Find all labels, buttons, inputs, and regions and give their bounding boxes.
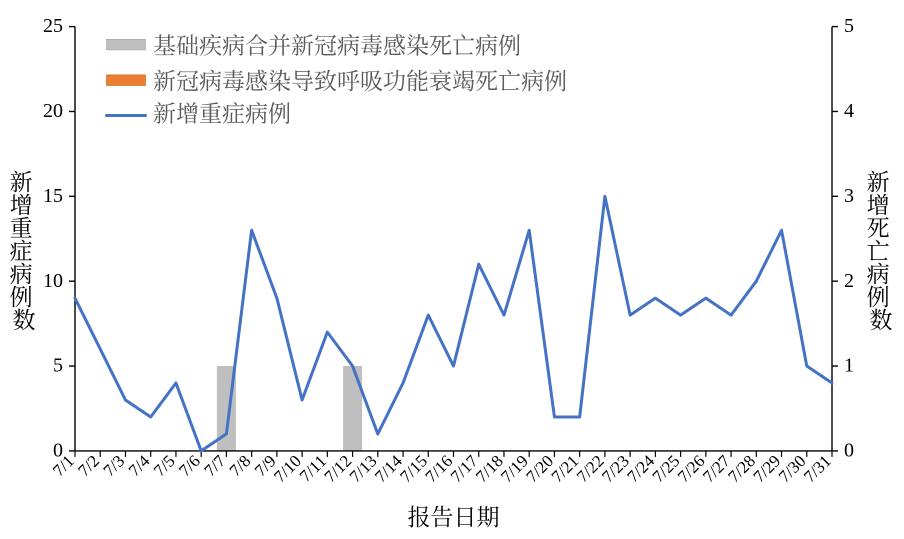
svg-text:新 增 重 症 病: 新 增 重 症 病 例 数 (10, 170, 39, 333)
svg-text:新 增 死 亡 病: 新 增 死 亡 病 例 数 (867, 170, 896, 333)
svg-text:0: 0 (844, 440, 854, 462)
svg-text:新冠病毒感染导致呼吸功能衰竭死亡病例: 新冠病毒感染导致呼吸功能衰竭死亡病例 (153, 69, 567, 94)
svg-text:4: 4 (844, 100, 854, 122)
svg-text:10: 10 (43, 270, 63, 292)
svg-text:3: 3 (844, 185, 854, 207)
svg-text:20: 20 (43, 100, 63, 122)
svg-text:基础疾病合并新冠病毒感染死亡病例: 基础疾病合并新冠病毒感染死亡病例 (153, 34, 521, 59)
svg-text:15: 15 (43, 185, 63, 207)
svg-text:1: 1 (844, 355, 854, 377)
svg-text:5: 5 (844, 15, 854, 37)
svg-text:25: 25 (43, 15, 63, 37)
svg-text:5: 5 (53, 355, 63, 377)
svg-text:新增重症病例: 新增重症病例 (153, 102, 291, 127)
svg-text:2: 2 (844, 270, 854, 292)
svg-text:报告日期: 报告日期 (408, 505, 500, 530)
